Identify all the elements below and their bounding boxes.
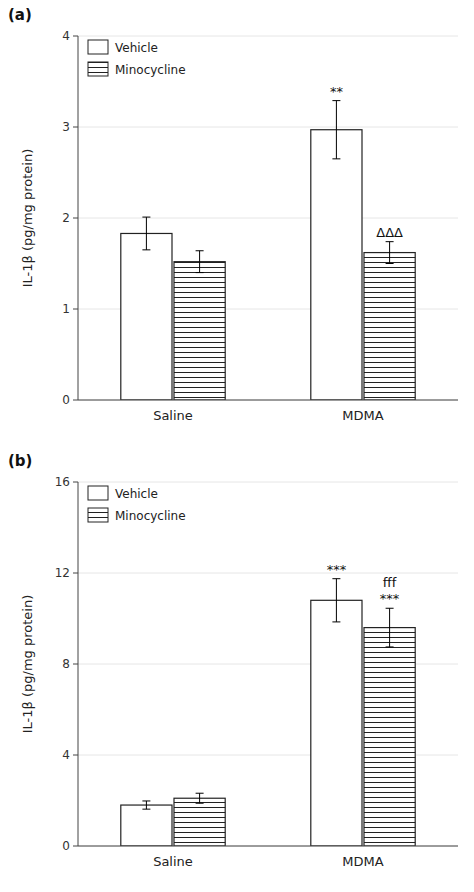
annotation: ***: [380, 591, 400, 606]
panel: 0 4 8 12 16 IL-1β (pg/mg protein) (b) Saline MDM…: [8, 452, 458, 869]
legend-label: Vehicle: [115, 41, 158, 55]
tick-mark: [73, 482, 78, 483]
tick-mark: [73, 846, 78, 847]
bar: [364, 628, 415, 846]
annotation: **: [330, 84, 344, 99]
error-bar: [196, 793, 204, 803]
legend-label: Minocycline: [115, 509, 186, 523]
panel-label: (b): [8, 452, 32, 470]
legend-swatch: [88, 62, 108, 76]
y-axis-label: IL-1β (pg/mg protein): [20, 595, 35, 734]
tick-mark: [73, 309, 78, 310]
grid-line: [78, 127, 458, 128]
grid-line: [78, 482, 458, 483]
error-bar: [386, 242, 394, 264]
error-bar: [386, 608, 394, 647]
tick-label: 4: [62, 29, 70, 43]
legend-label: Minocycline: [115, 63, 186, 77]
tick-label: 3: [62, 120, 70, 134]
panel: 0 1 2 3 4 IL-1β (pg/mg protein) (a) Saline MDMA *…: [8, 6, 458, 423]
y-axis: [78, 482, 79, 846]
tick-label: 16: [55, 475, 70, 489]
error-bar: [332, 101, 340, 159]
annotation: ***: [327, 562, 347, 577]
bar: [311, 130, 362, 400]
y-axis-label: IL-1β (pg/mg protein): [20, 149, 35, 288]
tick-mark: [73, 218, 78, 219]
category-label: MDMA: [342, 408, 383, 423]
annotation: ΔΔΔ: [376, 225, 403, 240]
legend-swatch: [88, 508, 108, 522]
error-bar: [196, 251, 204, 273]
grid-line: [78, 573, 458, 574]
legend-swatch: [88, 40, 108, 54]
tick-label: 0: [62, 393, 70, 407]
tick-mark: [73, 127, 78, 128]
tick-mark: [73, 573, 78, 574]
error-bar: [332, 579, 340, 622]
tick-label: 0: [62, 839, 70, 853]
category-label: Saline: [153, 408, 193, 423]
bar: [121, 233, 172, 400]
error-bar: [142, 217, 150, 250]
grid-line: [78, 36, 458, 37]
category-label: MDMA: [342, 854, 383, 869]
bar: [121, 805, 172, 846]
tick-label: 12: [55, 566, 70, 580]
grid-line: [78, 846, 458, 847]
annotation: fff: [383, 575, 397, 590]
bar: [174, 262, 225, 400]
grid-line: [78, 218, 458, 219]
legend: Vehicle Minocycline: [88, 40, 186, 77]
plot-area: [121, 579, 415, 846]
error-bar: [142, 801, 150, 809]
bar: [174, 798, 225, 846]
tick-mark: [73, 400, 78, 401]
category-label: Saline: [153, 854, 193, 869]
tick-label: 2: [62, 211, 70, 225]
plot-area: [121, 101, 415, 400]
tick-mark: [73, 36, 78, 37]
tick-label: 1: [62, 302, 70, 316]
tick-mark: [73, 664, 78, 665]
bar: [364, 253, 415, 400]
legend: Vehicle Minocycline: [88, 486, 186, 523]
tick-mark: [73, 755, 78, 756]
x-axis: [78, 400, 458, 401]
tick-label: 4: [62, 748, 70, 762]
legend-swatch: [88, 486, 108, 500]
bar: [311, 600, 362, 846]
panel-label: (a): [8, 6, 32, 24]
grid-line: [78, 400, 458, 401]
figure: 01234IL-1β (pg/mg protein)(a)SalineMDMA*…: [0, 0, 474, 892]
y-axis: [78, 36, 79, 400]
legend-label: Vehicle: [115, 487, 158, 501]
tick-label: 8: [62, 657, 70, 671]
x-axis: [78, 846, 458, 847]
